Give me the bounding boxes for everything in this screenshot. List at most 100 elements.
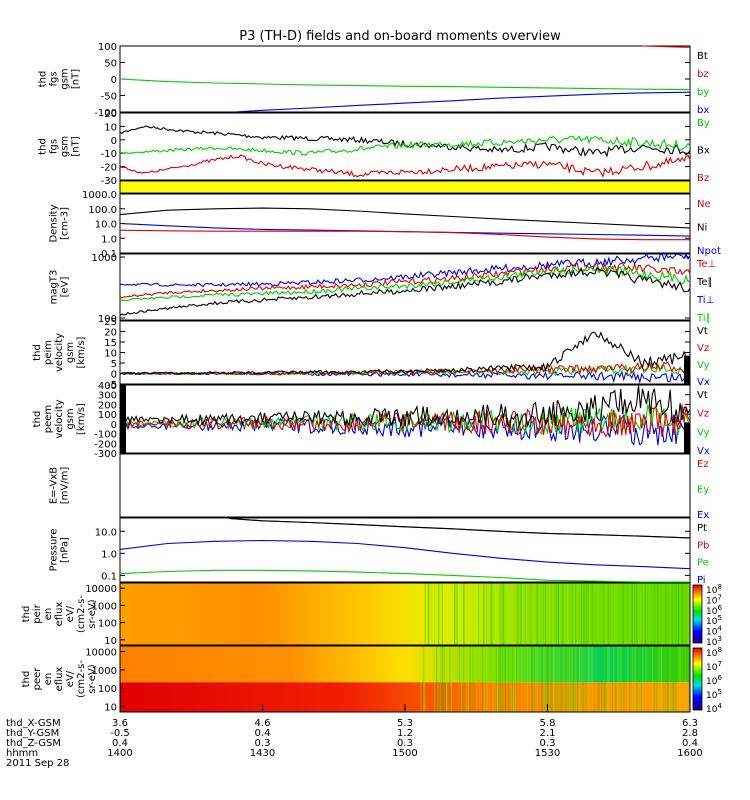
spectrogram-streak xyxy=(587,583,589,645)
spectrogram-streak xyxy=(575,583,577,645)
spectrogram-streak xyxy=(621,583,623,645)
state-bar xyxy=(120,182,690,192)
legend-ex: Ex xyxy=(697,510,709,521)
spectrogram-streak xyxy=(574,646,576,712)
spectrogram-streak xyxy=(544,646,546,712)
y-tick-label: -5 xyxy=(107,380,117,391)
spectrogram-streak xyxy=(446,646,448,712)
legend-ez: Ez xyxy=(697,459,709,470)
spectrogram-streak xyxy=(450,646,452,712)
spectrogram-streak xyxy=(645,583,647,645)
spectrogram-streak xyxy=(503,583,504,645)
panel-fgs_gsm_2: 20 10 0 -10 -20 -30 thd fgs gsm [nT] By Bx Bz xyxy=(38,109,710,187)
y-axis-label: [nT] xyxy=(71,69,82,89)
panel-frame xyxy=(119,517,691,583)
y-axis-label: peer xyxy=(32,667,43,691)
y-tick-label: 10 xyxy=(104,122,117,133)
spectrogram-streak xyxy=(681,583,683,645)
y-axis-label: [nPa] xyxy=(60,537,71,563)
spectrogram-streak xyxy=(546,646,548,712)
y-tick-label: 1000.0 xyxy=(82,190,117,201)
spectrogram-streak xyxy=(428,583,430,645)
spectrogram-streak xyxy=(652,646,654,712)
spectrogram-streak xyxy=(512,646,514,712)
spectrogram-streak xyxy=(552,583,554,645)
y-axis-label: Density xyxy=(49,204,60,242)
y-tick-label: 10 xyxy=(104,702,117,713)
spectrogram-streak xyxy=(655,583,657,645)
spectrogram-streak xyxy=(429,583,431,645)
spectrogram-streak xyxy=(425,583,427,645)
legend-by: By xyxy=(697,118,710,129)
spectrogram-streak xyxy=(501,583,503,645)
spectrogram-streak xyxy=(533,646,535,712)
spectrogram-streak xyxy=(635,646,637,712)
colorbar-tick-label: 105 xyxy=(706,688,722,701)
spectrogram-streak xyxy=(615,646,617,712)
spectrogram-streak xyxy=(564,583,566,645)
spectrogram-streak xyxy=(483,583,485,645)
spectrogram-streak xyxy=(653,646,655,712)
spectrogram-streak xyxy=(583,646,585,712)
spectrogram-streak xyxy=(522,583,524,645)
ephemeris-value: 0.4 xyxy=(255,728,271,739)
data-edge-block xyxy=(684,422,690,453)
spectrogram-streak xyxy=(584,583,586,645)
spectrogram-streak xyxy=(571,583,573,645)
spectrogram-streak xyxy=(556,646,558,712)
spectrogram-streak xyxy=(679,646,681,712)
spectrogram-streak xyxy=(566,583,568,645)
colorbar-tick-label: 104 xyxy=(706,702,722,715)
spectrogram-streak xyxy=(581,583,583,645)
spectrogram-streak xyxy=(453,583,455,645)
y-axis-label: eflux xyxy=(54,602,65,627)
spectrogram-streak xyxy=(645,583,647,645)
spectrogram-streak xyxy=(592,583,593,645)
spectrogram-streak xyxy=(665,583,667,645)
spectrogram-streak xyxy=(636,646,638,712)
y-tick-label: 10.0 xyxy=(95,220,117,231)
spectrogram-streak xyxy=(572,646,574,712)
spectrogram-streak xyxy=(482,583,484,645)
spectrogram-streak xyxy=(491,583,493,645)
y-axis-label: [km/s] xyxy=(76,403,87,435)
y-axis-label: thd xyxy=(21,606,32,623)
spectrogram-streak xyxy=(655,583,657,645)
ephemeris-value: 6.3 xyxy=(682,718,698,729)
series-vt-line xyxy=(119,331,691,376)
spectrogram-streak xyxy=(462,583,464,645)
legend-bz: Bz xyxy=(697,173,709,184)
spectrogram-streak xyxy=(435,583,437,645)
spectrogram-streak xyxy=(437,646,439,712)
spectrogram-streak xyxy=(567,583,569,645)
y-tick-label: 0 xyxy=(111,370,117,381)
spectrogram-streak xyxy=(428,583,430,645)
data-edge-block xyxy=(120,385,126,453)
y-tick-label: 100 xyxy=(98,410,117,421)
spectrogram-streak xyxy=(669,583,671,645)
y-axis-label: thd xyxy=(32,344,43,361)
y-axis-label: [mV/m] xyxy=(60,467,71,505)
spectrogram-streak xyxy=(677,583,679,645)
spectrogram-streak xyxy=(672,646,674,712)
series-pe-line xyxy=(119,569,690,583)
x-tick-label: 1400 xyxy=(107,748,132,759)
legend-bt: Bt xyxy=(697,51,708,62)
ephemeris-row-label: 2011 Sep 28 xyxy=(6,758,69,769)
spectrogram-streak xyxy=(443,646,445,712)
spectrogram-streak xyxy=(598,583,600,645)
spectrogram-streak xyxy=(545,646,547,712)
spectrogram-streak xyxy=(519,583,521,645)
colorbar-scale xyxy=(692,647,703,711)
y-tick-label: -200 xyxy=(94,439,117,450)
spectrogram-streak xyxy=(627,646,629,712)
y-axis-label: [cm-3] xyxy=(60,207,71,240)
y-axis-label: sr-eV) xyxy=(87,599,98,628)
series-bz-line xyxy=(119,154,691,178)
spectrogram-streak xyxy=(493,583,495,645)
spectrogram-streak xyxy=(563,646,565,712)
series-pi-line xyxy=(119,539,691,570)
